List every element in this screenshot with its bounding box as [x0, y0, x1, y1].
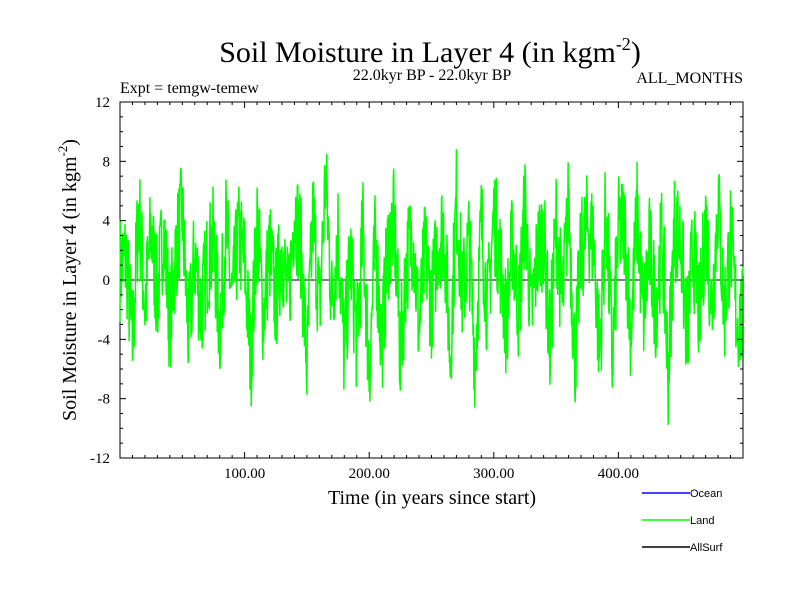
chart-title-main: Soil Moisture in Layer 4 (in kgm	[219, 36, 616, 69]
x-axis-ticks: 100.00 200.00 300.00 400.00	[131, 102, 732, 482]
y-axis-label-main: Soil Moisture in Layer 4 (in kgm	[59, 156, 81, 421]
subtitle-left: Expt = temgw-temew	[120, 80, 259, 97]
x-tick-label: 100.00	[224, 466, 265, 482]
x-tick-label: 200.00	[349, 466, 390, 482]
y-tick-label: 12	[95, 95, 110, 111]
x-tick-label: 300.00	[473, 466, 514, 482]
legend-label-allsurf: AllSurf	[690, 542, 723, 554]
legend: Ocean Land AllSurf	[642, 488, 723, 554]
legend-label-land: Land	[690, 515, 714, 527]
subtitle-center: 22.0kyr BP - 22.0kyr BP	[353, 67, 512, 84]
y-axis-label-close: )	[59, 139, 81, 146]
x-tick-label: 400.00	[598, 466, 639, 482]
chart-title-sup: -2	[616, 34, 631, 54]
y-tick-label: 4	[103, 214, 111, 230]
y-axis-ticks: 12 8 4 0 -4 -8 -12	[90, 95, 743, 467]
y-tick-label: 8	[103, 154, 111, 170]
chart-title: Soil Moisture in Layer 4 (in kgm-2)	[219, 34, 641, 69]
y-tick-label: -12	[90, 451, 110, 467]
x-axis-label: Time (in years since start)	[328, 487, 536, 509]
chart-title-close: )	[631, 36, 641, 69]
y-tick-label: -4	[98, 332, 111, 348]
legend-label-ocean: Ocean	[690, 488, 722, 500]
y-tick-label: 0	[103, 273, 111, 289]
series-line-land	[119, 149, 744, 425]
y-axis-label-sup: -2	[55, 146, 70, 157]
subtitle-right: ALL_MONTHS	[636, 70, 743, 87]
y-axis-label: Soil Moisture in Layer 4 (in kgm-2)	[55, 139, 81, 421]
y-tick-label: -8	[98, 392, 111, 408]
